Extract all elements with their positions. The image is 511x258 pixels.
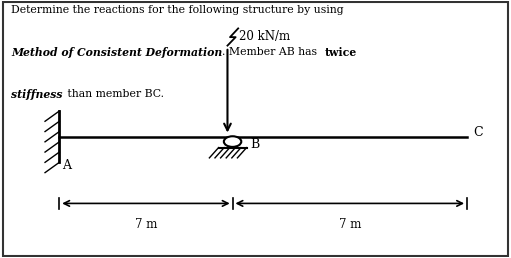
Text: 7 m: 7 m (135, 217, 157, 231)
Text: C: C (473, 126, 483, 139)
Ellipse shape (224, 136, 241, 147)
Text: . Member AB has: . Member AB has (222, 47, 321, 57)
Text: Determine the reactions for the following structure by using: Determine the reactions for the followin… (11, 5, 343, 14)
Text: Method of Consistent Deformation: Method of Consistent Deformation (11, 47, 222, 58)
Text: than member BC.: than member BC. (64, 89, 165, 99)
Text: stiffness: stiffness (11, 89, 62, 100)
Text: twice: twice (324, 47, 357, 58)
Text: 7 m: 7 m (339, 217, 361, 231)
Text: A: A (62, 158, 71, 172)
Text: 20 kN/m: 20 kN/m (239, 30, 290, 43)
Text: B: B (250, 138, 260, 151)
